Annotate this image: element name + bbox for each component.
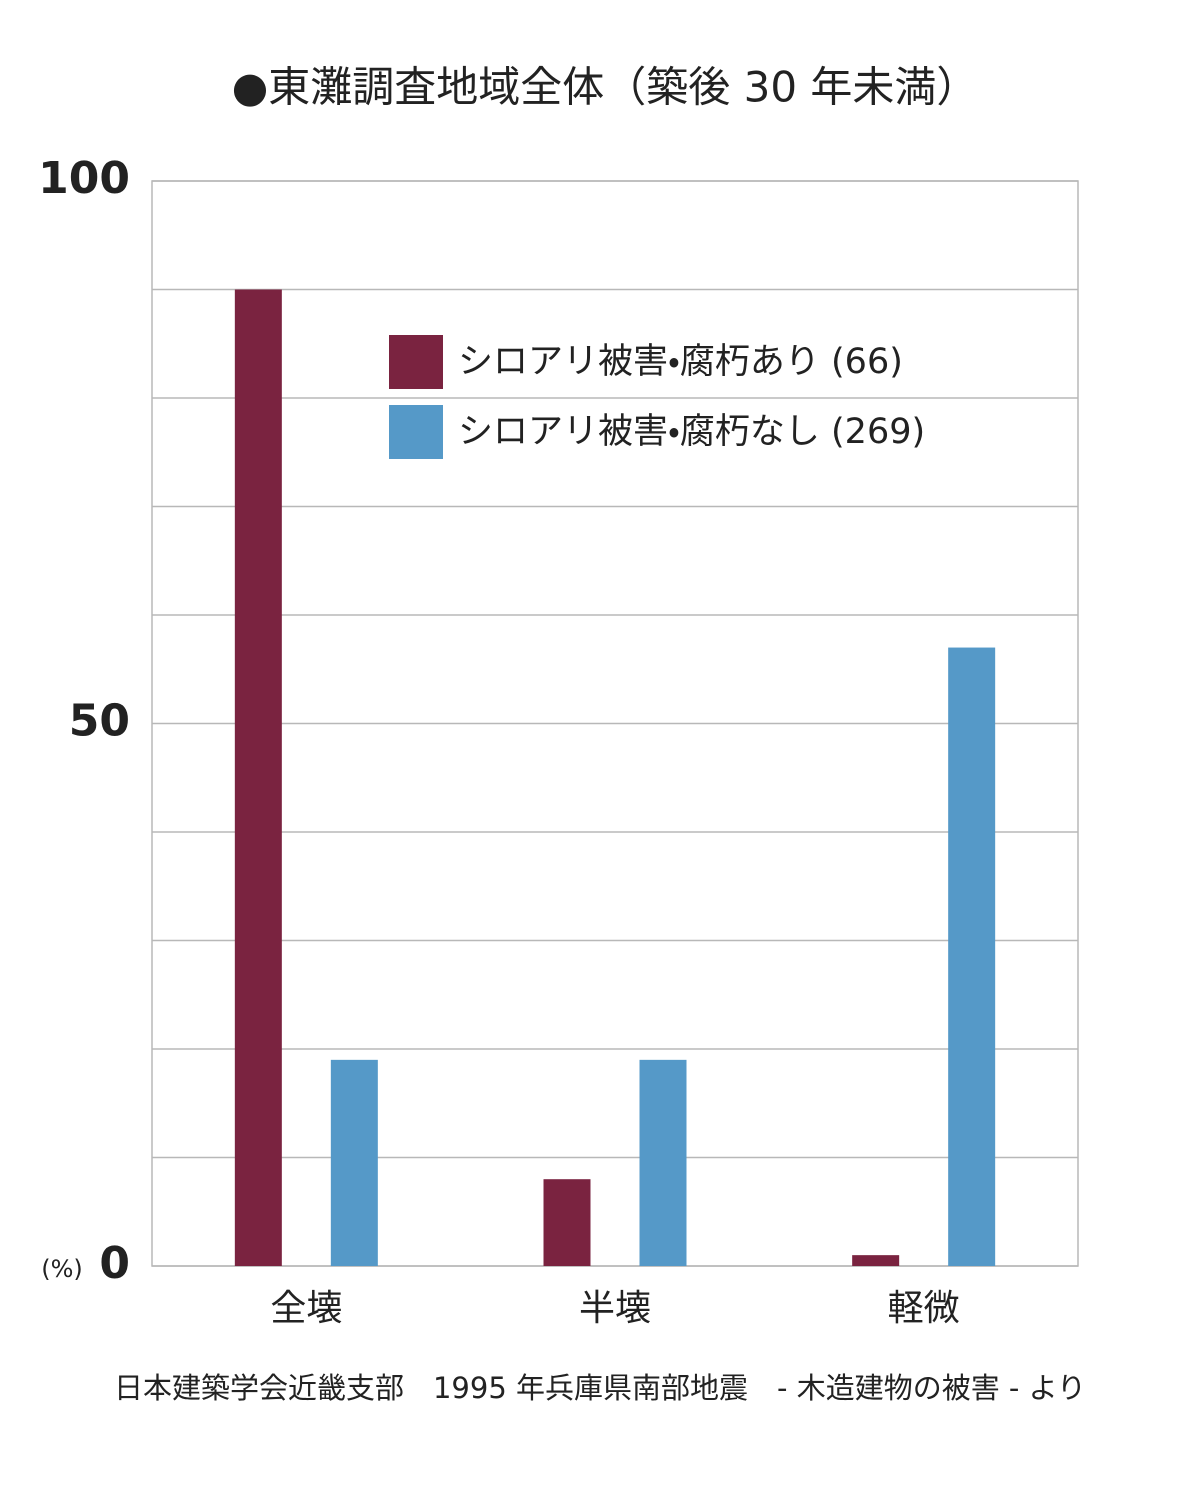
x-tick-label: 軽微 (888, 1288, 960, 1329)
bar (330, 1059, 378, 1266)
bar (234, 289, 282, 1266)
x-tick-label: 全壊 (270, 1288, 342, 1329)
x-tick-label: 半壊 (579, 1288, 651, 1329)
chart-title: ●東灘調査地域全体（築後 30 年未満） (232, 63, 979, 112)
bar (852, 1255, 900, 1266)
bar (948, 647, 996, 1266)
legend-swatch (389, 335, 443, 389)
legend-swatch (389, 405, 443, 459)
y-tick-label: 50 (69, 696, 130, 747)
legend-label: シロアリ被害・腐朽あり (66) (458, 342, 903, 382)
bar (639, 1059, 687, 1266)
y-tick-label: 0 (99, 1238, 130, 1289)
source-note: 日本建築学会近畿支部 1995 年兵庫県南部地震 - 木造建物の被害 - より (114, 1371, 1086, 1405)
legend-label: シロアリ被害・腐朽なし (269) (458, 412, 925, 452)
y-tick-label: 100 (38, 153, 130, 204)
bar (543, 1179, 591, 1266)
y-axis-label: (%) (41, 1255, 83, 1283)
